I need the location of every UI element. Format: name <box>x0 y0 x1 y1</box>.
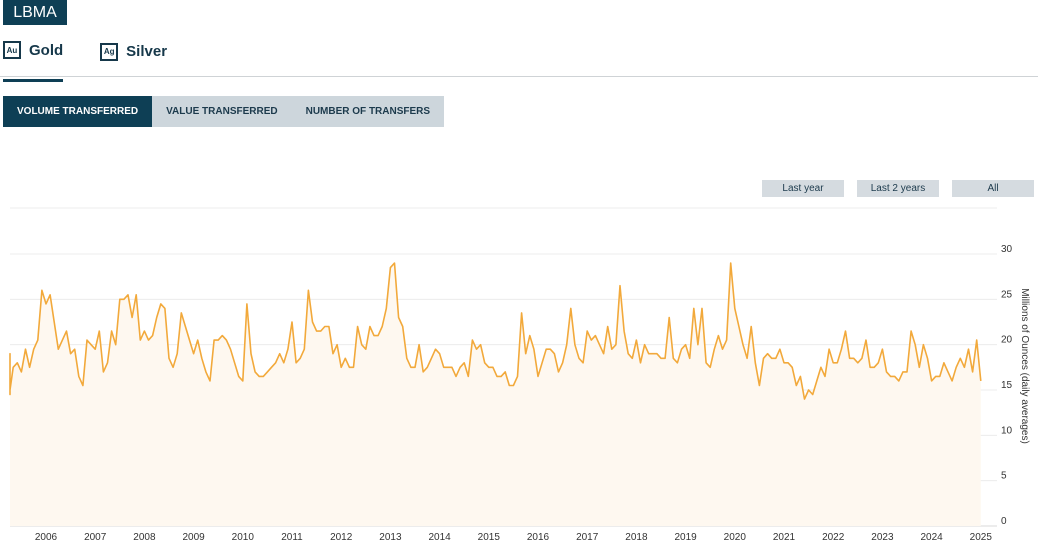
x-tick-label: 2019 <box>674 532 697 543</box>
x-tick-label: 2023 <box>871 532 894 543</box>
x-tick-label: 2017 <box>576 532 599 543</box>
gold-symbol-icon: Au <box>3 41 21 59</box>
x-tick-label: 2021 <box>773 532 796 543</box>
x-tick-label: 2016 <box>527 532 550 543</box>
x-tick-label: 2007 <box>84 532 107 543</box>
tab-value-transferred[interactable]: VALUE TRANSFERRED <box>152 96 292 127</box>
y-tick-label: 10 <box>1001 425 1013 436</box>
x-tick-label: 2025 <box>970 532 993 543</box>
x-tick-label: 2008 <box>133 532 156 543</box>
x-tick-label: 2022 <box>822 532 845 543</box>
tab-number-of-transfers[interactable]: NUMBER OF TRANSFERS <box>291 96 445 127</box>
x-tick-label: 2010 <box>232 532 255 543</box>
x-tick-label: 2013 <box>379 532 402 543</box>
x-tick-label: 2018 <box>625 532 648 543</box>
metal-tabs: Au Gold Ag Silver <box>3 38 204 82</box>
tab-silver[interactable]: Ag Silver <box>100 38 167 82</box>
x-tick-label: 2011 <box>281 532 303 543</box>
x-tick-label: 2024 <box>920 532 943 543</box>
last-2-years-button[interactable]: Last 2 years <box>857 180 939 197</box>
area-fill <box>10 263 981 526</box>
x-tick-label: 2009 <box>182 532 205 543</box>
y-tick-label: 15 <box>1001 380 1013 391</box>
tab-volume-transferred[interactable]: VOLUME TRANSFERRED <box>3 96 153 127</box>
metric-tabs: VOLUME TRANSFERRED VALUE TRANSFERRED NUM… <box>3 96 445 127</box>
brand-badge: LBMA <box>3 0 67 25</box>
x-tick-label: 2012 <box>330 532 353 543</box>
tab-gold-label: Gold <box>29 41 64 59</box>
y-tick-label: 20 <box>1001 335 1013 346</box>
tab-divider <box>0 76 1038 77</box>
y-tick-label: 5 <box>1001 471 1007 482</box>
x-tick-label: 2014 <box>428 532 451 543</box>
silver-symbol-icon: Ag <box>100 42 119 61</box>
x-tick-label: 2015 <box>478 532 501 543</box>
tab-gold[interactable]: Au Gold <box>3 38 64 82</box>
y-axis-label: Millions of Ounces (daily averages) <box>1019 288 1030 444</box>
all-button[interactable]: All <box>952 180 1034 197</box>
y-tick-label: 30 <box>1001 244 1013 255</box>
y-tick-label: 25 <box>1001 289 1013 300</box>
series-line <box>9 262 982 400</box>
x-tick-label: 2020 <box>724 532 747 543</box>
tab-silver-label: Silver <box>126 43 168 60</box>
x-tick-label: 2006 <box>35 532 58 543</box>
last-year-button[interactable]: Last year <box>762 180 844 197</box>
y-tick-label: 0 <box>1001 516 1007 527</box>
